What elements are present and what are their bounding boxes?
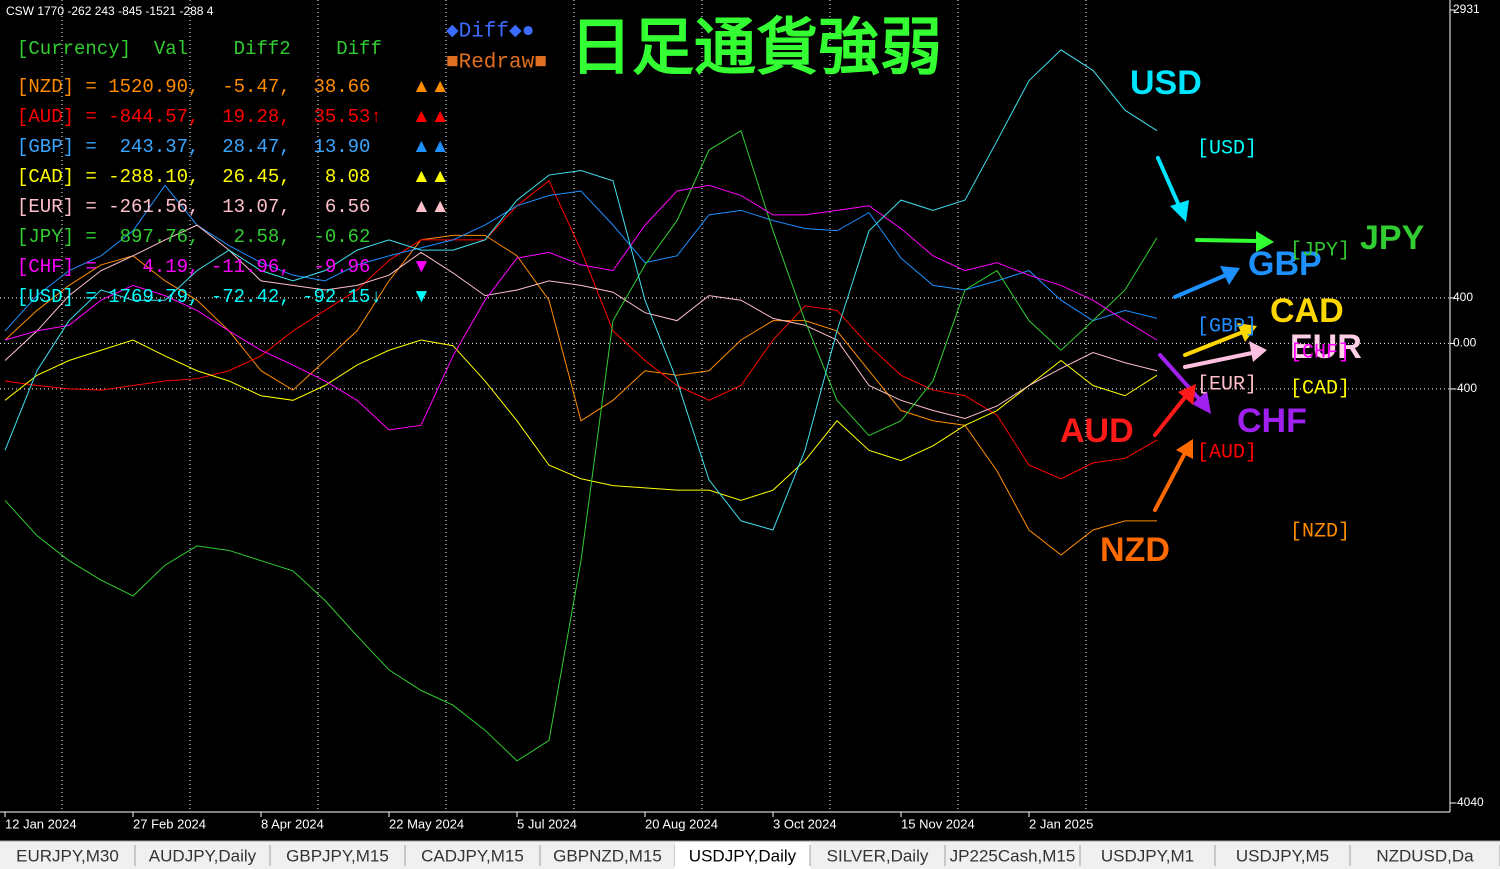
tab[interactable]: AUDJPY,Daily bbox=[149, 846, 257, 865]
currency-label: CAD bbox=[1270, 292, 1344, 330]
indicator-marks: ▼ bbox=[412, 256, 431, 277]
arrow bbox=[1183, 351, 1254, 369]
annotation: [EUR] bbox=[1197, 373, 1257, 396]
x-tick-label: 20 Aug 2024 bbox=[645, 816, 718, 831]
tab[interactable]: USDJPY,Daily bbox=[689, 846, 797, 865]
annotation: [CHF] bbox=[1290, 341, 1350, 364]
x-tick-label: 5 Jul 2024 bbox=[517, 816, 577, 831]
indicator-row: [JPY] = 897.76, 2.58, -0.62 bbox=[17, 226, 370, 248]
indicator-marks: ▼ bbox=[412, 286, 431, 307]
series-line bbox=[4, 224, 1158, 420]
arrow-head bbox=[1170, 200, 1189, 222]
annotation: [NZD] bbox=[1290, 520, 1350, 543]
x-tick-label: 2 Jan 2025 bbox=[1029, 816, 1093, 831]
indicator-row: [CHF] = 4.19, -11.96, -9.96 bbox=[17, 256, 370, 278]
annotation: [CAD] bbox=[1290, 377, 1350, 400]
indicator-table: [NZD] = 1520.90, -5.47, 38.66 ▲▲ [AUD] = -… bbox=[17, 76, 450, 308]
tab[interactable]: USDJPY,M1 bbox=[1101, 846, 1194, 865]
diff-button[interactable]: ◆Diff◆● bbox=[446, 21, 534, 44]
currency-label: NZD bbox=[1100, 531, 1170, 569]
indicator-row: [AUD] = -844.57, 19.28, 35.53↑ bbox=[17, 106, 382, 128]
arrow-head bbox=[1237, 323, 1257, 342]
annotation: [JPY] bbox=[1290, 239, 1350, 262]
arrow bbox=[1173, 273, 1228, 299]
indicator-row: [NZD] = 1520.90, -5.47, 38.66 bbox=[17, 76, 370, 98]
arrow-head bbox=[1256, 231, 1274, 252]
grid: -4040 -400 0.00 400 2931 12 Jan 2024 27 Feb 20… bbox=[0, 0, 1484, 831]
tab[interactable]: USDJPY,M5 bbox=[1236, 846, 1329, 865]
chart-title: 日足通貨強弱 bbox=[570, 13, 942, 82]
currency-label: GBP bbox=[1248, 245, 1322, 283]
series-line bbox=[4, 179, 1158, 480]
arrow bbox=[1156, 156, 1182, 210]
tab[interactable]: GBPNZD,M15 bbox=[553, 846, 662, 865]
tab-active bbox=[675, 842, 810, 869]
arrow-head bbox=[1192, 391, 1211, 414]
indicator-row: [USD] = 1769.79, -72.42, -92.15↓ bbox=[17, 286, 382, 308]
indicator-marks: ▲▲ bbox=[412, 76, 450, 97]
tab[interactable]: NZDUSD,Da bbox=[1376, 846, 1474, 865]
y-tick-label: -400 bbox=[1453, 381, 1477, 395]
indicator-marks: ▲▲ bbox=[412, 166, 450, 187]
indicator-marks: ▲▲ bbox=[412, 196, 450, 217]
indicator-row: [GBP] = 243.37, 28.47, 13.90 bbox=[17, 136, 370, 158]
currency-label: JPY bbox=[1360, 219, 1425, 257]
arrow bbox=[1153, 451, 1187, 512]
x-tick-label: 8 Apr 2024 bbox=[261, 816, 324, 831]
arrow-head bbox=[1220, 266, 1240, 285]
arrow-head bbox=[1178, 384, 1196, 405]
x-tick-label: 22 May 2024 bbox=[389, 816, 464, 831]
currency-label: USD bbox=[1130, 64, 1202, 102]
indicator-marks: ▲▲ bbox=[412, 136, 450, 157]
currency-label: AUD bbox=[1060, 412, 1134, 450]
tab[interactable]: EURJPY,M30 bbox=[16, 846, 119, 865]
y-tick-label: 400 bbox=[1453, 290, 1473, 304]
lines bbox=[4, 49, 1158, 762]
series-line bbox=[4, 49, 1158, 531]
series-line bbox=[4, 184, 1158, 431]
y-tick-label: 0.00 bbox=[1453, 336, 1477, 350]
tabs: EURJPY,M30 AUDJPY,Daily GBPJPY,M15 CADJPY,M… bbox=[16, 842, 1500, 869]
x-tick-label: 3 Oct 2024 bbox=[773, 816, 837, 831]
indicator-caption: CSW 1770 -262 243 -845 -1521 -288 4 bbox=[6, 4, 214, 18]
arrows bbox=[1153, 156, 1274, 512]
x-tick-label: 15 Nov 2024 bbox=[901, 816, 975, 831]
arrow bbox=[1195, 238, 1260, 243]
arrow-head bbox=[1176, 439, 1193, 459]
annotation: [GBP] bbox=[1197, 315, 1257, 338]
tab[interactable]: JP225Cash,M15 bbox=[950, 846, 1076, 865]
series-line bbox=[4, 129, 1158, 762]
tab[interactable]: CADJPY,M15 bbox=[421, 846, 524, 865]
redraw-button[interactable]: ■Redraw■ bbox=[446, 52, 547, 75]
arrow-head bbox=[1249, 341, 1267, 362]
series-line bbox=[4, 339, 1158, 501]
indicator-marks: ▲▲ bbox=[412, 106, 450, 127]
x-tick-label: 27 Feb 2024 bbox=[133, 816, 206, 831]
indicator-heading: [Currency] Val Diff2 Diff bbox=[17, 38, 382, 60]
x-tick-label: 12 Jan 2024 bbox=[5, 816, 77, 831]
annotation: [USD] bbox=[1197, 137, 1257, 160]
indicator-row: [CAD] = -288.10, 26.45, 8.08 bbox=[17, 166, 370, 188]
tab[interactable]: SILVER,Daily bbox=[827, 846, 929, 865]
tab[interactable]: GBPJPY,M15 bbox=[286, 846, 389, 865]
arrow bbox=[1153, 394, 1188, 437]
chart-background bbox=[0, 0, 1500, 841]
currency-label: EUR bbox=[1290, 328, 1362, 366]
annotation: [AUD] bbox=[1197, 441, 1257, 464]
currency-label: CHF bbox=[1237, 402, 1307, 440]
arrow bbox=[1183, 330, 1245, 357]
y-tick-label: -4040 bbox=[1453, 795, 1484, 809]
indicator-row: [EUR] = -261.56, 13.07, 6.56 bbox=[17, 196, 370, 218]
y-tick-label: 2931 bbox=[1453, 2, 1480, 16]
